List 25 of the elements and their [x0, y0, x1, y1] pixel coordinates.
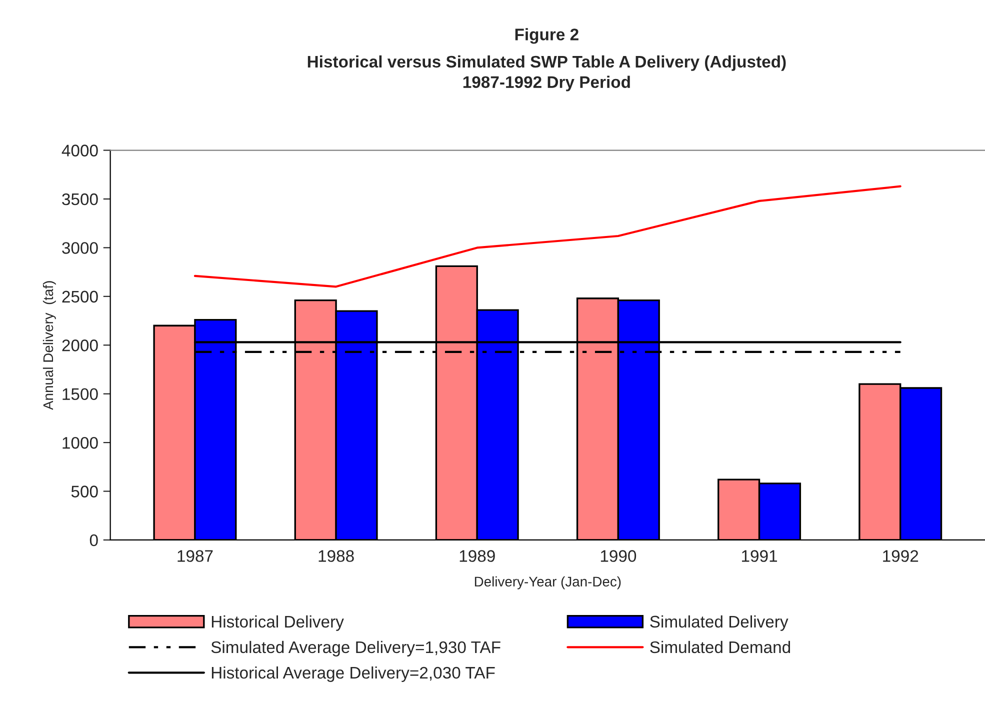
legend-label: Simulated Demand — [650, 640, 790, 654]
x-tick-label: 1992 — [883, 550, 918, 562]
line-series — [194, 185, 902, 288]
chart-subtitle: Historical versus Simulated SWP Table A Delivery (Adjusted) 1987-1992 Dry Period — [308, 55, 786, 92]
x-tick-label: 1989 — [460, 550, 495, 562]
x-tick-label: 1987 — [178, 550, 213, 562]
y-tick-label: 1500 — [62, 388, 98, 400]
x-axis-title: Delivery-Year (Jan-Dec) — [474, 576, 621, 590]
legend-label: Simulated Delivery — [650, 615, 788, 631]
x-tick-label: 1991 — [742, 550, 778, 562]
y-tick-label: 3500 — [62, 193, 98, 206]
y-axis-title: Annual Delivery (taf) — [42, 281, 56, 410]
y-tick-label: 4000 — [62, 144, 98, 156]
legend-label: Historical Delivery — [212, 615, 344, 631]
x-tick-label: 1988 — [318, 550, 354, 562]
y-tick-label: 2500 — [62, 290, 98, 303]
y-tick-label: 0 — [90, 534, 98, 546]
legend-label: Simulated Average Delivery=1,930 TAF — [211, 640, 500, 656]
legend-label: Historical Average Delivery=2,030 TAF — [212, 666, 495, 682]
chart-title: Figure 2 — [515, 28, 578, 44]
y-tick-label: 500 — [71, 486, 98, 498]
y-tick-label: 1000 — [62, 436, 98, 449]
y-tick-label: 3000 — [62, 242, 98, 254]
x-tick-label: 1990 — [600, 550, 636, 562]
y-tick-label: 2000 — [62, 340, 98, 352]
